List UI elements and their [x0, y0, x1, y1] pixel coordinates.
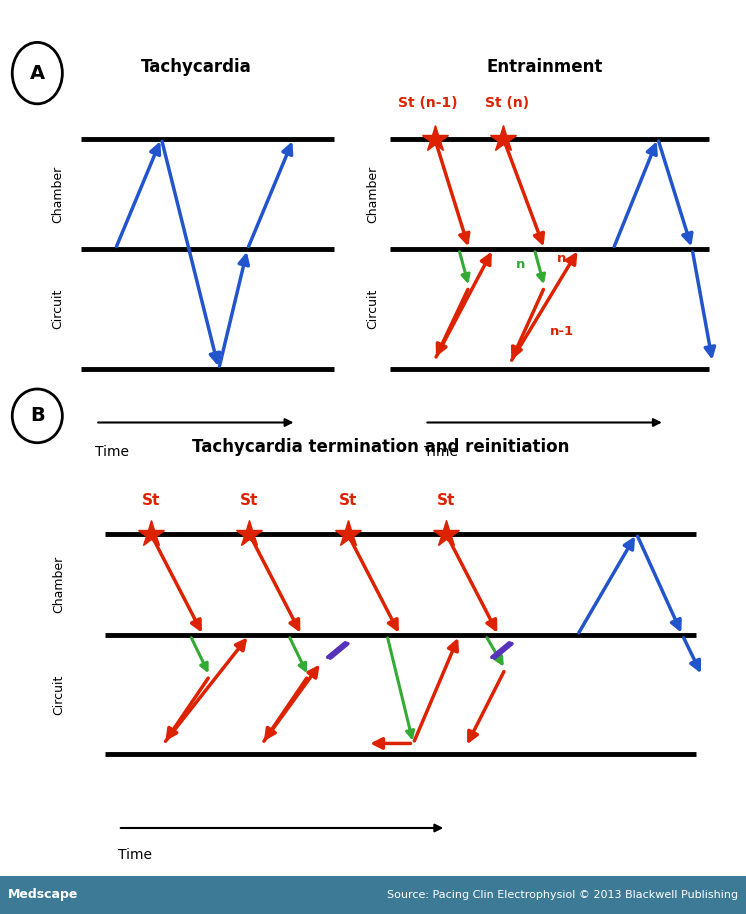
FancyBboxPatch shape	[0, 876, 746, 914]
Text: Time: Time	[118, 848, 152, 862]
Text: Entrainment: Entrainment	[486, 58, 603, 76]
Text: Circuit: Circuit	[366, 289, 380, 329]
Text: n: n	[557, 252, 566, 265]
Text: Source: Pacing Clin Electrophysiol © 2013 Blackwell Publishing: Source: Pacing Clin Electrophysiol © 201…	[387, 890, 739, 899]
Text: Chamber: Chamber	[52, 556, 66, 613]
Text: St (n): St (n)	[485, 96, 529, 111]
Text: St: St	[142, 494, 160, 508]
Text: Time: Time	[424, 444, 459, 459]
Text: St: St	[339, 494, 357, 508]
Text: Chamber: Chamber	[51, 165, 64, 222]
Text: Tachycardia termination and reinitiation: Tachycardia termination and reinitiation	[192, 438, 569, 456]
Text: B: B	[30, 407, 45, 425]
Text: St: St	[240, 494, 258, 508]
Text: Tachycardia: Tachycardia	[140, 58, 251, 76]
Text: n: n	[516, 259, 525, 271]
Text: Time: Time	[95, 444, 129, 459]
Text: A: A	[30, 64, 45, 82]
Text: St: St	[437, 494, 455, 508]
Text: Circuit: Circuit	[51, 289, 64, 329]
Text: Circuit: Circuit	[52, 675, 66, 715]
Text: n-1: n-1	[550, 324, 574, 337]
Text: Medscape: Medscape	[7, 888, 78, 901]
Text: St (n-1): St (n-1)	[398, 96, 458, 111]
Text: Chamber: Chamber	[366, 165, 380, 222]
